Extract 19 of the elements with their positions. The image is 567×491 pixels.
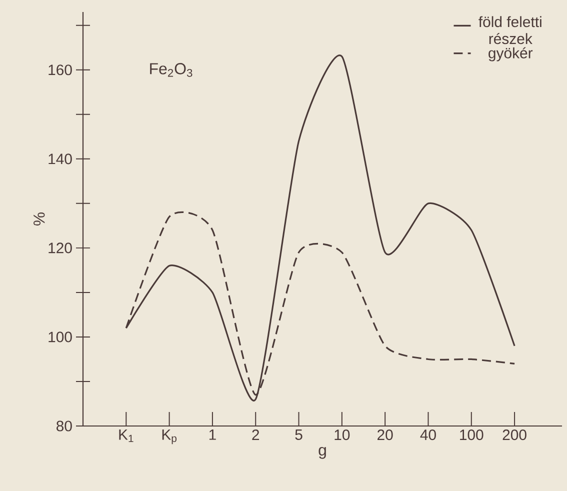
x-tick-label: 2	[252, 430, 260, 440]
y-tick-label: 160	[48, 64, 72, 76]
y-axis-title: %	[34, 212, 45, 226]
x-tick-label: 20	[378, 430, 393, 440]
x-tick-label: K$_{1}$	[119, 430, 134, 442]
x-tick-label: 1	[209, 430, 216, 440]
x-tick-label: 40	[420, 430, 436, 440]
y-tick-label: 140	[48, 154, 72, 164]
x-tick-label: 100	[460, 430, 484, 440]
x-tick-label: 5	[295, 430, 302, 440]
x-tick-label: K$_{p}$	[162, 430, 177, 444]
x-tick-label: 10	[334, 430, 350, 440]
annotation: Fe$_{2}$O$_{3}$	[150, 63, 192, 77]
y-tick-label: 80	[56, 420, 72, 432]
y-tick-label: 100	[48, 332, 72, 342]
y-tick-label: 120	[48, 242, 72, 254]
legend-label: gyökér	[488, 47, 533, 62]
x-axis-title: g	[318, 446, 326, 459]
x-tick-label: 200	[502, 430, 526, 440]
